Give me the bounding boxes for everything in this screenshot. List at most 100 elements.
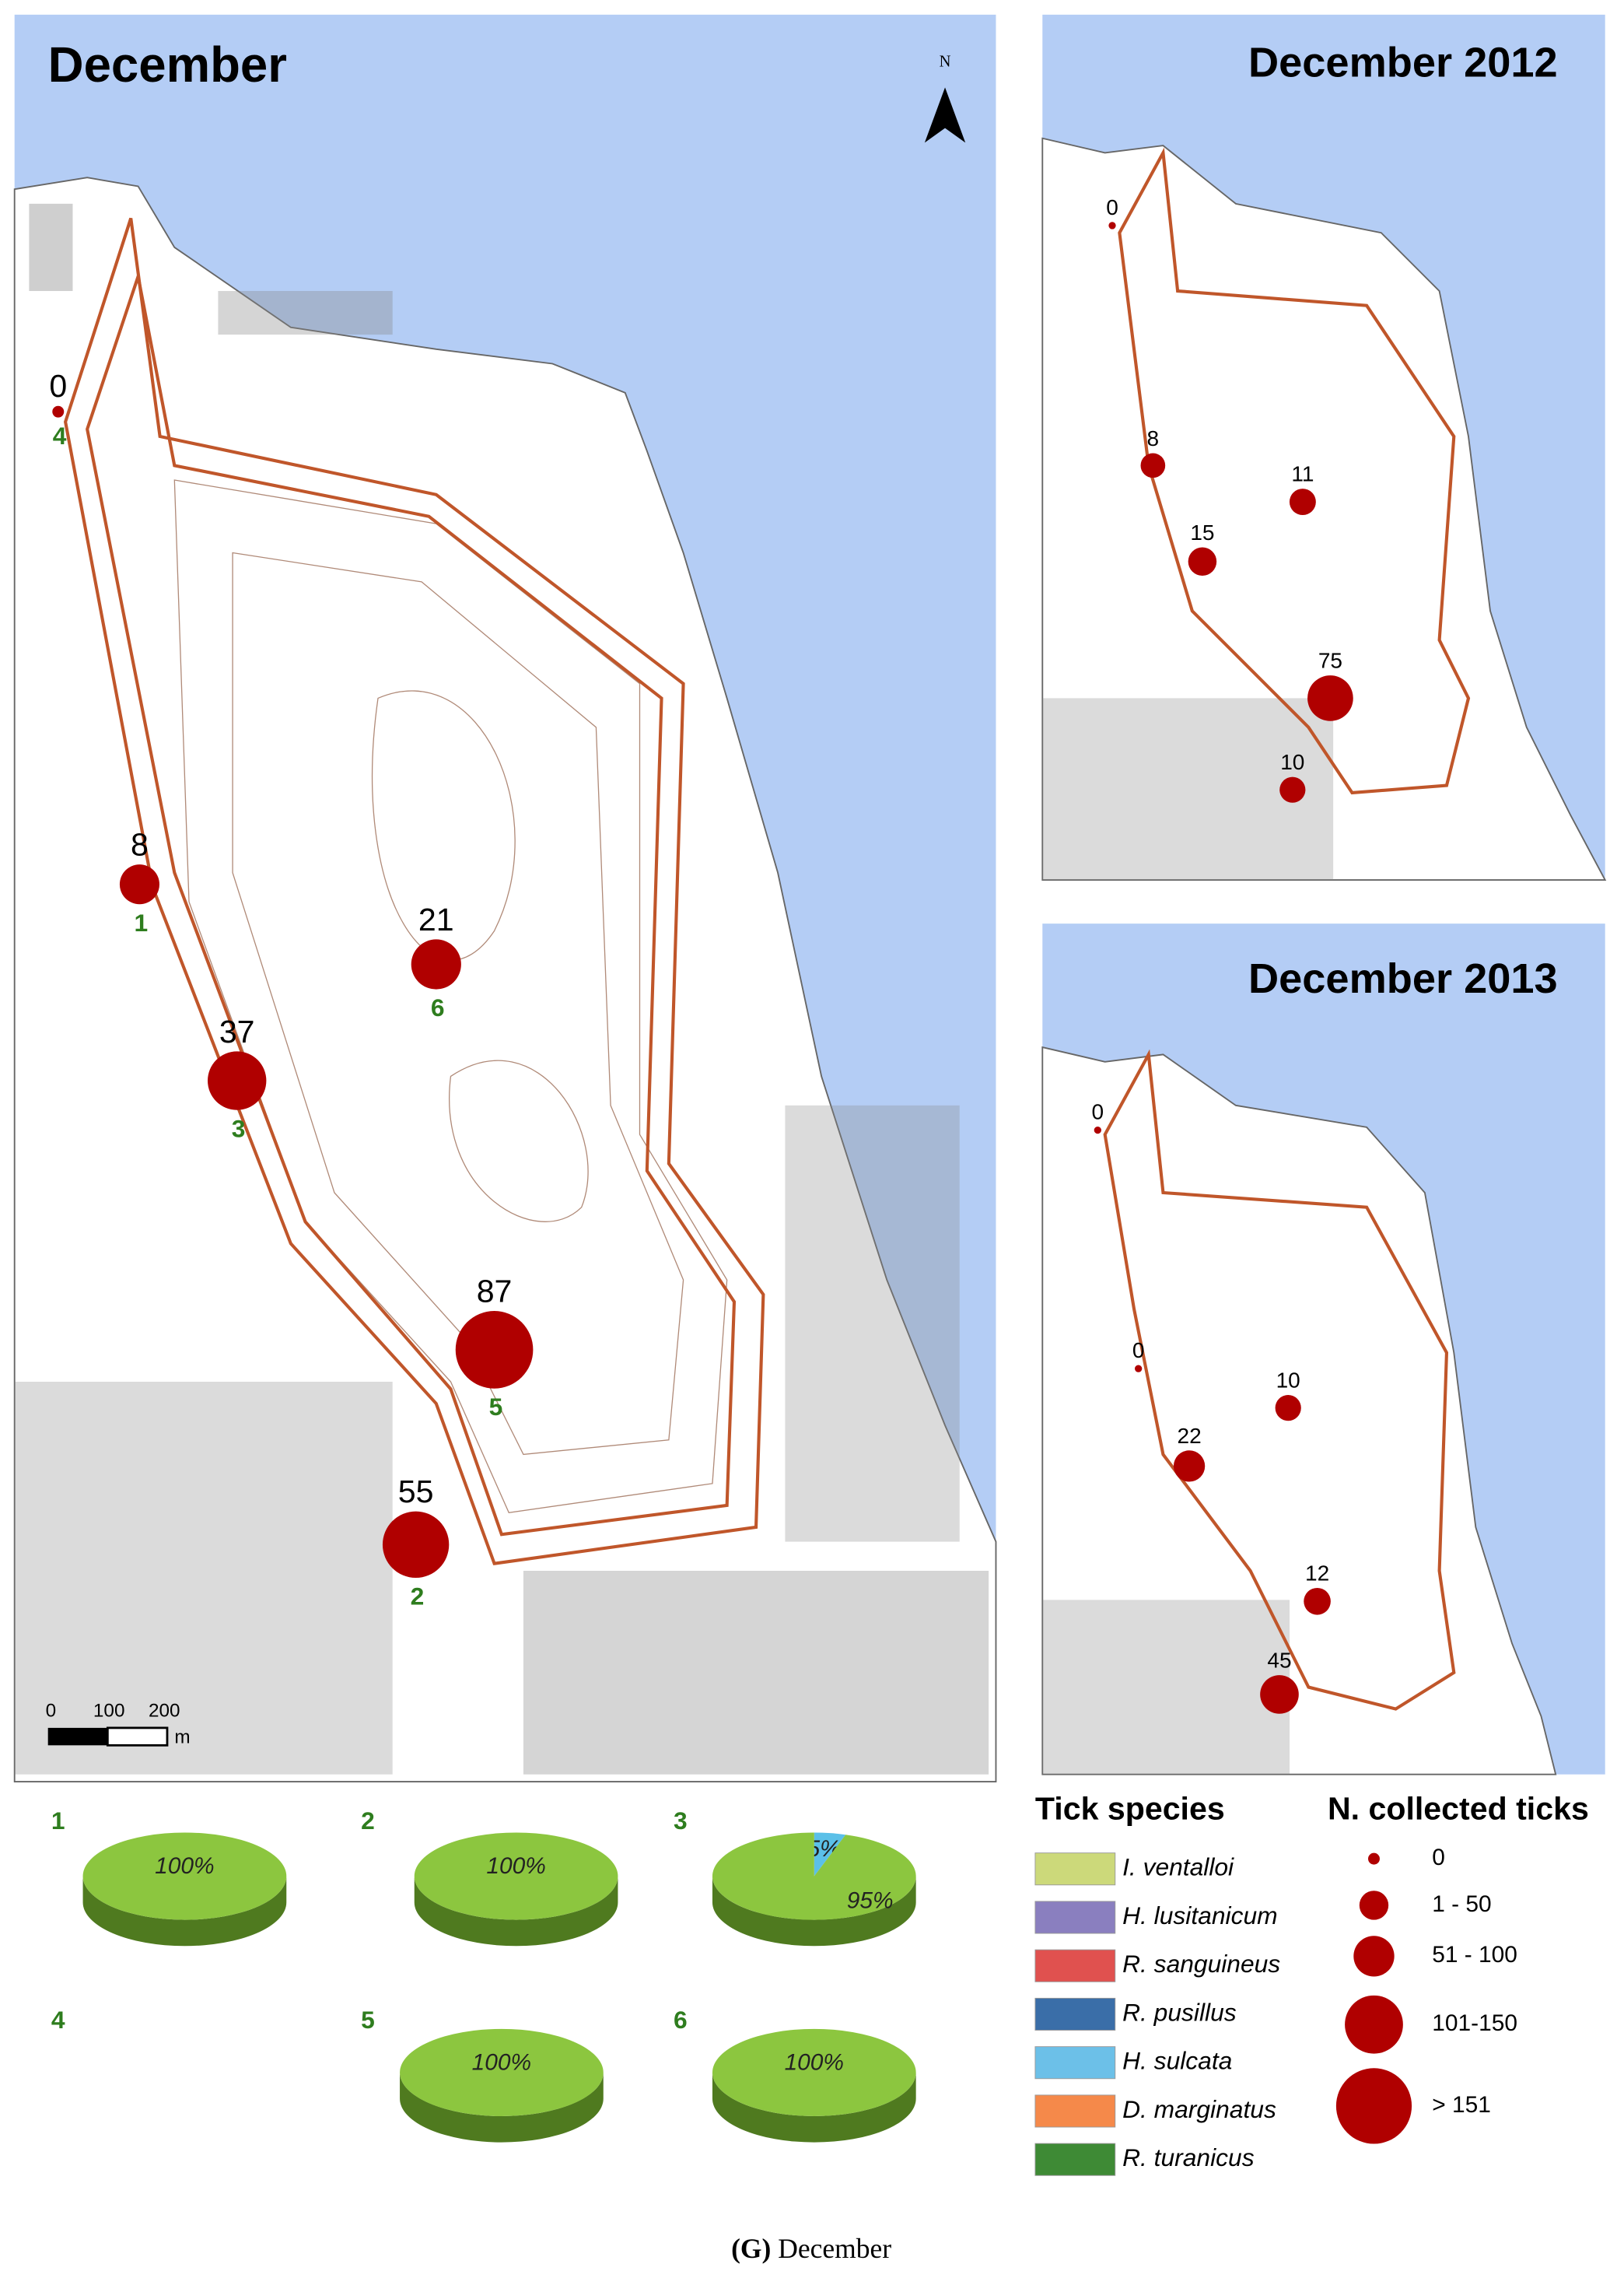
inset-title: December 2012 xyxy=(1248,40,1558,86)
site-count: 10 xyxy=(1276,1369,1300,1393)
site-marker xyxy=(1289,489,1316,516)
scale-label: 0 xyxy=(46,1701,57,1722)
pie-number: 3 xyxy=(674,1807,688,1835)
site-count: 45 xyxy=(1267,1649,1291,1673)
site-count: 37 xyxy=(219,1014,255,1050)
site-count: 11 xyxy=(1291,462,1314,486)
site-marker xyxy=(1260,1675,1299,1714)
pie-number: 1 xyxy=(51,1807,65,1835)
pie-slice xyxy=(814,1832,846,1877)
site-count: 8 xyxy=(1147,426,1160,450)
pie-slice xyxy=(712,2028,916,2116)
site-count: 21 xyxy=(418,902,454,937)
legend-label: I. ventalloi xyxy=(1122,1853,1234,1881)
pie-label: 100% xyxy=(155,1853,214,1879)
pie-label: 100% xyxy=(472,2050,531,2076)
site-count: 0 xyxy=(1106,195,1118,219)
site-number: 3 xyxy=(232,1114,246,1142)
pie-label: 95% xyxy=(847,1888,894,1914)
site-count: 10 xyxy=(1280,750,1304,774)
inset-2013 xyxy=(1041,923,1605,1775)
site-marker xyxy=(119,864,159,905)
legend-title: N. collected ticks xyxy=(1328,1790,1589,1826)
site-marker xyxy=(1304,1587,1331,1615)
pie-label: 100% xyxy=(785,2050,844,2076)
site-marker xyxy=(1135,1365,1143,1372)
legend-swatch xyxy=(1034,2046,1116,2080)
scale-bar xyxy=(106,1726,169,1747)
north-label: N xyxy=(940,53,951,70)
site-marker xyxy=(1275,1395,1301,1421)
site-number: 6 xyxy=(431,994,445,1022)
legend-circle xyxy=(1353,1936,1395,1977)
main-map xyxy=(13,14,997,1782)
legend-swatch xyxy=(1034,1901,1116,1934)
north-arrow xyxy=(924,87,966,143)
inset-2012 xyxy=(1041,14,1607,881)
site-count: 55 xyxy=(398,1474,434,1509)
pie-label: 100% xyxy=(486,1853,545,1879)
scale-label: 100 xyxy=(93,1701,125,1722)
site-count: 75 xyxy=(1318,649,1342,673)
site-marker xyxy=(1094,1126,1101,1134)
pie-side xyxy=(712,2072,916,2143)
legend-label: 51 - 100 xyxy=(1432,1942,1517,1968)
site-marker xyxy=(1140,453,1166,478)
legend-swatch xyxy=(1034,2094,1116,2128)
pie-side xyxy=(712,1876,916,1947)
legend-swatch xyxy=(1034,1949,1116,1982)
legend-circle xyxy=(1368,1852,1380,1865)
scale-label: 200 xyxy=(149,1701,180,1722)
caption: (G) December xyxy=(731,2233,891,2264)
pie-slice xyxy=(82,1832,287,1920)
site-marker xyxy=(1279,776,1306,803)
site-number: 4 xyxy=(53,422,67,450)
pie-number: 4 xyxy=(51,2006,65,2034)
pie-number: 2 xyxy=(361,1807,375,1835)
site-marker xyxy=(455,1311,534,1389)
legend-circle xyxy=(1345,1995,1403,2054)
land xyxy=(13,177,997,1782)
site-marker xyxy=(382,1511,450,1579)
pie-slice xyxy=(712,1832,916,1920)
site-marker xyxy=(411,939,461,990)
site-count: 0 xyxy=(49,368,67,404)
legend-label: D. marginatus xyxy=(1122,2095,1276,2123)
legend-label: 101-150 xyxy=(1432,2010,1517,2036)
pie-slice xyxy=(414,1832,618,1920)
pie-side xyxy=(400,2072,604,2143)
map-title: December xyxy=(48,37,287,93)
caption-text: December xyxy=(778,2233,891,2264)
legend-circle xyxy=(1359,1891,1389,1920)
site-marker xyxy=(1188,547,1217,576)
site-marker xyxy=(1307,675,1353,721)
site-count: 8 xyxy=(131,827,149,863)
site-marker xyxy=(52,405,65,418)
legend-label: H. sulcata xyxy=(1122,2047,1232,2075)
legend-swatch xyxy=(1034,1997,1116,2031)
legend-label: 1 - 50 xyxy=(1432,1891,1491,1917)
site-count: 22 xyxy=(1177,1424,1201,1448)
pie-number: 5 xyxy=(361,2006,375,2034)
site-marker xyxy=(1108,222,1116,230)
site-number: 5 xyxy=(489,1393,503,1421)
pie-side xyxy=(414,1876,618,1947)
legend-circle xyxy=(1335,2068,1412,2144)
site-number: 2 xyxy=(411,1582,425,1610)
legend-swatch xyxy=(1034,1852,1116,1886)
legend-label: R. sanguineus xyxy=(1122,1950,1280,1978)
buildings xyxy=(14,203,989,1775)
site-count: 0 xyxy=(1132,1338,1145,1362)
legend-label: 0 xyxy=(1432,1845,1445,1870)
inset-title: December 2013 xyxy=(1248,955,1558,1002)
legend-title: Tick species xyxy=(1035,1790,1225,1826)
site-count: 0 xyxy=(1092,1100,1104,1124)
legend-label: R. pusillus xyxy=(1122,1998,1237,2026)
legend-swatch xyxy=(1034,2143,1116,2176)
scale-unit: m xyxy=(174,1726,190,1747)
site-marker xyxy=(207,1051,267,1110)
pie-slice xyxy=(400,2028,604,2116)
site-count: 12 xyxy=(1305,1561,1329,1586)
legend-label: R. turanicus xyxy=(1122,2143,1255,2171)
